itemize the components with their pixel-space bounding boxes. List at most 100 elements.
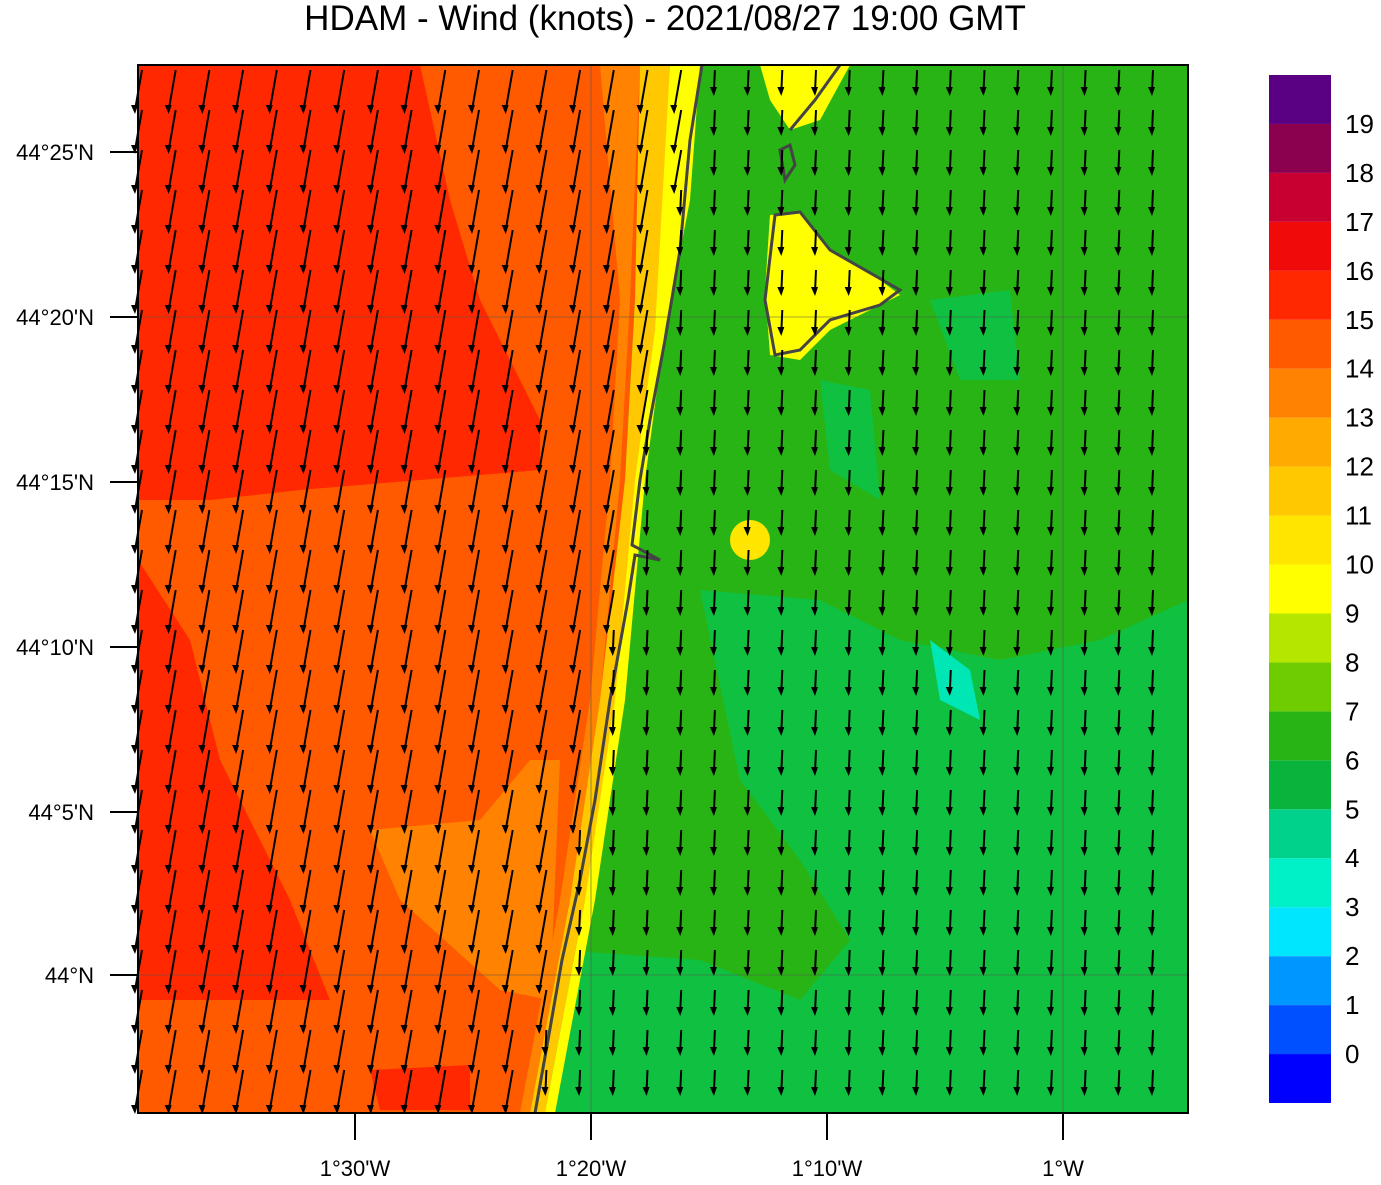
arrow-head [366,545,374,554]
arrow-head [501,225,509,234]
arrow-head [912,247,920,256]
arrow-head [1114,807,1122,816]
arrow-head [811,167,818,176]
arrow-head [575,1007,583,1016]
arrow-head [333,185,341,194]
wind-arrow [302,789,312,831]
arrow-head [232,185,240,194]
arrow-head [501,945,509,954]
arrow-head [811,447,818,456]
arrow-head [670,185,678,194]
arrow-head [366,865,374,874]
arrow-head [979,167,987,176]
arrow-head [1013,767,1021,776]
arrow-head [878,407,886,416]
arrow-head [811,127,818,136]
arrow-head [670,105,678,114]
wind-arrow [369,709,379,751]
colorbar-label: 4 [1345,843,1359,873]
arrow-head [535,905,543,914]
wind-arrow [302,1069,312,1111]
arrow-head [642,1007,650,1016]
colorbar-label: 11 [1345,501,1372,531]
wind-arrow [268,149,278,191]
wind-arrow [167,309,177,351]
arrow-head [198,705,206,714]
wind-arrow [268,549,278,591]
arrow-head [366,985,374,994]
arrow-head [198,1025,206,1034]
wind-arrow [369,109,379,151]
wind-arrow [403,389,413,431]
arrow-head [232,905,240,914]
lat-label: 44°20'N [16,305,94,330]
arrow-head [709,647,717,656]
arrow-head [844,1007,852,1016]
arrow-head [743,767,751,776]
arrow-head [299,745,307,754]
arrow-head [945,967,953,976]
arrow-head [468,465,475,474]
arrow-head [232,1025,240,1034]
arrow-head [1114,1087,1122,1096]
wind-arrow [302,189,312,231]
arrow-head [608,687,616,696]
wind-arrow [369,469,379,511]
arrow-head [1114,207,1122,216]
arrow-head [912,127,920,136]
wind-arrow [403,1069,413,1111]
wind-arrow [471,709,480,751]
arrow-head [811,247,818,256]
arrow-head [979,687,987,696]
arrow-head [164,945,172,954]
arrow-head [912,207,920,216]
arrow-head [468,905,475,914]
arrow-head [400,345,408,354]
arrow-head [844,407,852,416]
arrow-head [468,665,475,674]
arrow-head [1080,487,1088,496]
arrow-head [676,887,684,896]
arrow-head [912,407,920,416]
arrow-head [1046,127,1054,136]
arrow-head [777,807,785,816]
arrow-head [299,625,307,634]
arrow-head [131,945,138,954]
wind-arrow [639,269,649,311]
colorbar-label: 8 [1345,647,1359,677]
arrow-head [501,825,509,834]
wind-arrow [302,269,312,311]
arrow-head [1114,407,1122,416]
arrow-head [400,265,408,274]
arrow-head [333,745,341,754]
wind-arrow [201,229,211,271]
arrow-head [569,305,577,314]
wind-arrow [572,549,582,591]
arrow-head [1080,127,1088,136]
wind-arrow [538,269,548,311]
arrow-head [1013,647,1021,656]
arrow-head [1013,887,1021,896]
arrow-head [1114,847,1122,856]
arrow-head [1080,807,1088,816]
arrow-head [676,247,684,256]
arrow-head [164,785,172,794]
colorbar-label: 19 [1345,109,1374,139]
arrow-head [434,665,442,674]
arrow-head [131,1105,138,1114]
arrow-head [434,945,442,954]
arrow-head [676,847,684,856]
arrow-head [777,967,785,976]
wind-arrow [572,349,582,391]
arrow-head [1114,367,1122,376]
arrow-head [164,425,172,434]
arrow-head [709,287,717,296]
arrow-head [811,847,818,856]
arrow-head [333,1105,341,1114]
wind-arrow [336,629,346,671]
arrow-head [642,447,650,456]
arrow-head [636,145,644,154]
arrow-head [844,967,852,976]
arrow-head [333,945,341,954]
wind-arrow [538,989,548,1031]
